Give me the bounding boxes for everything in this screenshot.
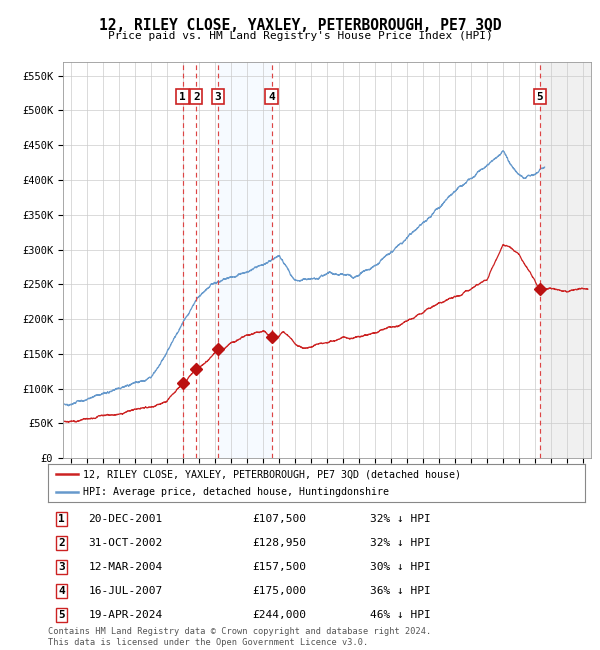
- Text: £175,000: £175,000: [252, 586, 306, 596]
- Text: 1: 1: [179, 92, 186, 101]
- Text: 12, RILEY CLOSE, YAXLEY, PETERBOROUGH, PE7 3QD (detached house): 12, RILEY CLOSE, YAXLEY, PETERBOROUGH, P…: [83, 469, 461, 479]
- Text: 20-DEC-2001: 20-DEC-2001: [88, 514, 163, 524]
- Bar: [540, 62, 591, 458]
- Text: 3: 3: [215, 92, 221, 101]
- Text: 3: 3: [58, 562, 65, 572]
- Text: Contains HM Land Registry data © Crown copyright and database right 2024.
This d: Contains HM Land Registry data © Crown c…: [48, 627, 431, 647]
- Text: 5: 5: [58, 610, 65, 620]
- Text: Price paid vs. HM Land Registry's House Price Index (HPI): Price paid vs. HM Land Registry's House …: [107, 31, 493, 41]
- Text: 36% ↓ HPI: 36% ↓ HPI: [370, 586, 431, 596]
- Text: 4: 4: [268, 92, 275, 101]
- Text: 32% ↓ HPI: 32% ↓ HPI: [370, 514, 431, 524]
- Text: 31-OCT-2002: 31-OCT-2002: [88, 538, 163, 548]
- Text: 12-MAR-2004: 12-MAR-2004: [88, 562, 163, 572]
- Text: £128,950: £128,950: [252, 538, 306, 548]
- Text: 16-JUL-2007: 16-JUL-2007: [88, 586, 163, 596]
- Text: HPI: Average price, detached house, Huntingdonshire: HPI: Average price, detached house, Hunt…: [83, 487, 389, 497]
- Text: 19-APR-2024: 19-APR-2024: [88, 610, 163, 620]
- Text: 1: 1: [58, 514, 65, 524]
- Text: £157,500: £157,500: [252, 562, 306, 572]
- Bar: [218, 62, 272, 458]
- Text: £244,000: £244,000: [252, 610, 306, 620]
- Text: 46% ↓ HPI: 46% ↓ HPI: [370, 610, 431, 620]
- Text: £107,500: £107,500: [252, 514, 306, 524]
- Text: 2: 2: [58, 538, 65, 548]
- Text: 32% ↓ HPI: 32% ↓ HPI: [370, 538, 431, 548]
- Text: 30% ↓ HPI: 30% ↓ HPI: [370, 562, 431, 572]
- Text: 12, RILEY CLOSE, YAXLEY, PETERBOROUGH, PE7 3QD: 12, RILEY CLOSE, YAXLEY, PETERBOROUGH, P…: [99, 18, 501, 32]
- Text: 4: 4: [58, 586, 65, 596]
- Text: 5: 5: [536, 92, 543, 101]
- Text: 2: 2: [193, 92, 200, 101]
